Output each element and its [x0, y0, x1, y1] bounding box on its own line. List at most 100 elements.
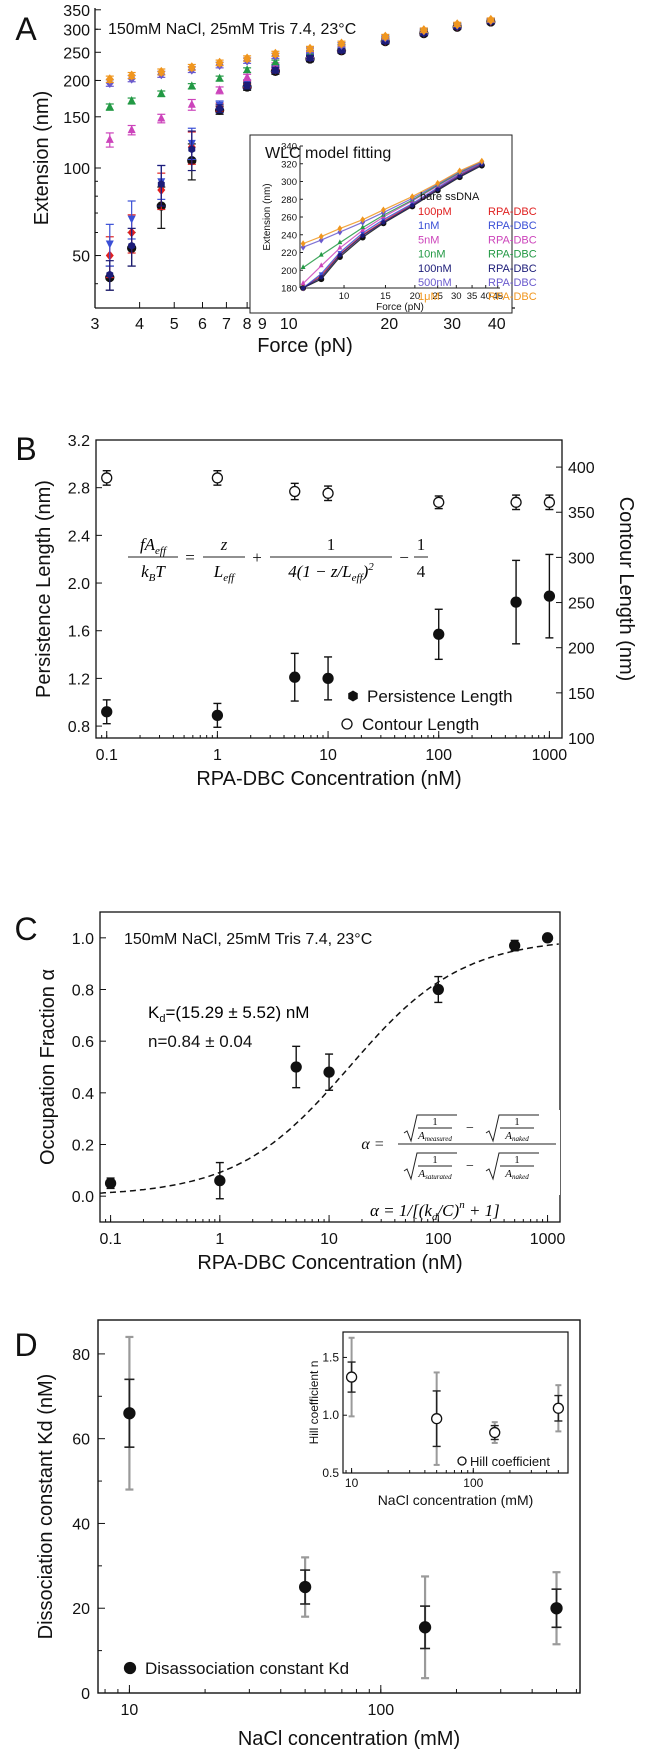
inset-legend-name-a: RPA-DBC [488, 220, 537, 232]
inset-y-tick-label-a: 220 [281, 248, 297, 259]
y-tick-label-c: 0.6 [72, 1034, 94, 1051]
inset-legend-label-d: Hill coefficient [470, 1454, 550, 1469]
x-axis-label-d: NaCl concentration (mM) [238, 1728, 460, 1750]
panel-label-b: B [15, 431, 36, 467]
y2-tick-label-b: 100 [568, 731, 595, 748]
y-tick-label-d: 20 [72, 1601, 90, 1618]
y-tick-label-b: 2.4 [68, 528, 90, 545]
panel-label-a: A [15, 11, 37, 47]
inset-point-a [318, 272, 324, 278]
x-axis-label-a: Force (pN) [257, 335, 353, 357]
x-tick-label-d: 100 [367, 1702, 394, 1719]
y-tick-label-b: 1.2 [68, 671, 90, 688]
x-tick-label-a: 9 [258, 316, 267, 333]
x-tick-label-a: 40 [488, 316, 506, 333]
inset-frame-d [342, 1331, 569, 1474]
inset-legend-marker-d [457, 1456, 467, 1466]
series-group-b [101, 470, 556, 728]
y-tick-label-c: 0.8 [72, 983, 94, 1000]
inset-y-label-a: Extension (nm) [262, 183, 273, 250]
inset-point-a [381, 219, 386, 225]
inset-point-a [360, 224, 366, 230]
inset-point-hill [431, 1413, 443, 1425]
x-tick-label-b: 10 [319, 747, 337, 764]
inset-point-a [318, 233, 324, 240]
inset-x-tick-label-a: 30 [451, 291, 462, 302]
y2-tick-label-b: 300 [568, 550, 595, 567]
eq1-minus-2: − [466, 1159, 474, 1174]
legend-label-contour: Contour Length [362, 715, 479, 734]
inset-point-a [360, 226, 366, 232]
chart-a: A 150mM NaCl, 25mM Tris 7.4, 23°C 50 100 150… [15, 3, 537, 357]
data-point-a [188, 145, 196, 154]
inset-y-tick-label-a: 320 [281, 159, 297, 170]
inset-point-a [360, 216, 366, 224]
inset-point-a [410, 203, 415, 208]
data-point-a [271, 48, 280, 59]
y2-tick-label-b: 200 [568, 641, 595, 658]
plot-frame-b [95, 439, 563, 739]
y-tick-label-d: 0 [81, 1686, 90, 1703]
data-point-a [128, 241, 136, 250]
inset-legend-title-a: bare ssDNA [420, 191, 480, 203]
inset-legend-conc-a: 10nM [418, 249, 446, 261]
y-tick-label-a: 100 [63, 161, 90, 178]
inset-y-label-d: Hill coefficient n [307, 1361, 321, 1445]
eq1-naked-2-num: 1 [514, 1154, 520, 1166]
eq-t1-den: Leff [213, 562, 236, 584]
inset-series-group-a [300, 157, 485, 292]
y-tick-label-a: 250 [63, 45, 90, 62]
data-point-kd [550, 1602, 563, 1615]
chart-b: B 0.8 1.2 1.6 2.0 2.4 2.8 3.2 100 150 200 250 300 350… [15, 431, 637, 790]
eq1-saturated-den: Asaturated [417, 1168, 452, 1181]
inset-y-tick-label-d: 0.5 [322, 1466, 339, 1480]
eq1-naked-2-root [485, 1152, 539, 1181]
data-point-a [127, 95, 136, 104]
eq-t3-num: 1 [417, 535, 426, 554]
data-point-a [216, 104, 224, 113]
point-persistence-length [289, 671, 301, 683]
point-contour-length [322, 487, 334, 499]
inset-point-a [301, 285, 306, 291]
y-tick-label-b: 2.0 [68, 576, 90, 593]
eq-lhs-den: kBT [141, 562, 166, 584]
x-tick-label-b: 0.1 [96, 747, 118, 764]
inset-point-a [300, 243, 306, 251]
data-point-a [105, 134, 114, 143]
data-point-c [104, 1177, 117, 1189]
y-axis-label-d: Dissociation constant Kd (nM) [35, 1374, 57, 1640]
series-group-a [105, 14, 496, 291]
inset-point-hill [345, 1371, 358, 1383]
inset-y-tick-label-a: 260 [281, 213, 297, 224]
inset-point-a [337, 228, 343, 236]
data-point-kd [123, 1407, 136, 1420]
data-point-a [105, 240, 114, 249]
y-tick-label-d: 80 [72, 1347, 90, 1364]
x-tick-label-b: 100 [425, 747, 452, 764]
y-tick-label-c: 0.4 [72, 1086, 94, 1103]
data-point-a [105, 102, 114, 111]
eq1-naked-den: Anaked [504, 1130, 529, 1143]
eq1-lhs: α = [361, 1136, 384, 1153]
x-tick-label-b: 1 [213, 747, 222, 764]
inset-x-tick-label-a: 15 [380, 291, 391, 302]
inset-legend-conc-a: 5nM [418, 234, 439, 246]
eq-t1-num: z [220, 535, 228, 554]
inset-point-a [300, 240, 306, 248]
eq1-measured-den: Ameasured [417, 1130, 452, 1143]
y-tick-label-a: 300 [63, 22, 90, 39]
x-tick-label-a: 8 [243, 316, 252, 333]
legend-marker-kd [123, 1661, 137, 1675]
x-tick-label-c: 0.1 [99, 1231, 121, 1248]
point-persistence-length [510, 596, 522, 608]
inset-point-a [318, 251, 324, 257]
data-point-a [215, 73, 224, 82]
inset-point-a [409, 193, 415, 200]
data-point-a [157, 88, 166, 97]
kd-annotation: Kd=(15.29 ± 5.52) nM [148, 1003, 309, 1025]
eq1-naked-2-den: Anaked [504, 1168, 529, 1181]
inset-legend-name-a: RPA-DBC [488, 277, 537, 289]
inset-x-label-d: NaCl concentration (mM) [378, 1492, 534, 1508]
inset-point-a [457, 167, 463, 175]
point-persistence-length [433, 628, 445, 640]
